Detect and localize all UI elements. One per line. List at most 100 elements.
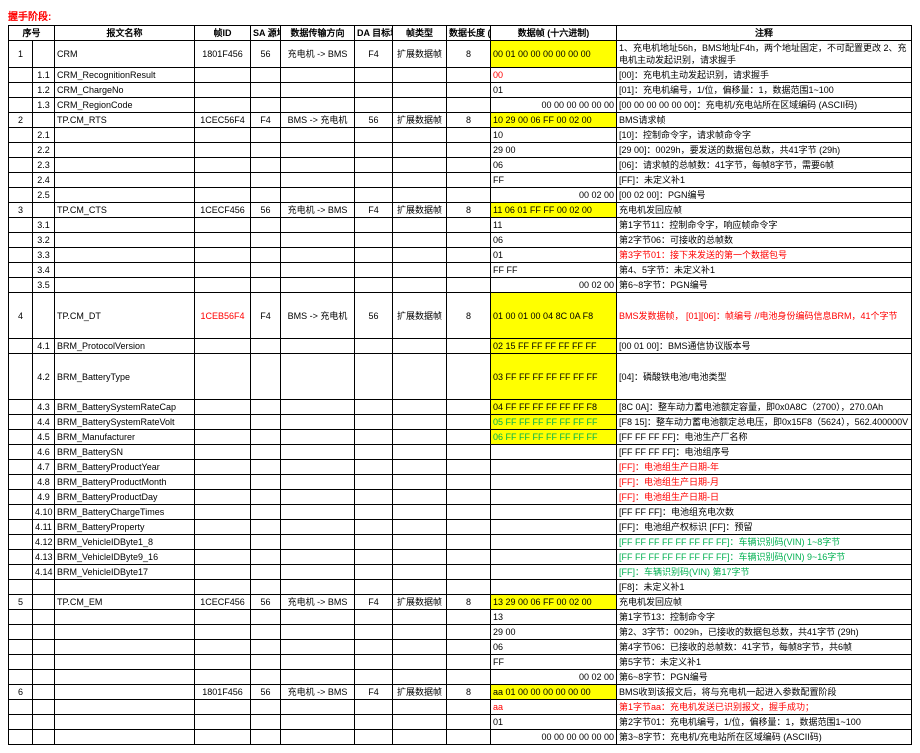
cell-note: 1、充电机地址56h，BMS地址F4h，两个地址固定，不可配置更改 2、充电机主…: [617, 41, 912, 68]
cell-hex: 10: [491, 128, 617, 143]
cell-sub: 4.2: [33, 354, 55, 400]
cell-sub: 3.3: [33, 248, 55, 263]
cell-sub: 3.4: [33, 263, 55, 278]
cell-da: [355, 505, 393, 520]
cell-len: [447, 715, 491, 730]
cell-name: [55, 143, 195, 158]
cell-ftype: [393, 550, 447, 565]
cell-seq: [9, 218, 33, 233]
table-row: 3.111第1字节11：控制命令字，响应帧命令字: [9, 218, 912, 233]
cell-sa: F4: [251, 293, 281, 339]
cell-note: [06]：请求帧的总帧数：41字节，每帧8字节，需要6帧: [617, 158, 912, 173]
cell-sub: 4.5: [33, 430, 55, 445]
cell-name: CRM_RecognitionResult: [55, 68, 195, 83]
cell-sub: [33, 715, 55, 730]
cell-seq: [9, 565, 33, 580]
cell-da: [355, 263, 393, 278]
cell-seq: [9, 535, 33, 550]
cell-fid: [195, 143, 251, 158]
cell-da: [355, 233, 393, 248]
cell-da: [355, 625, 393, 640]
cell-seq: [9, 173, 33, 188]
cell-hex: [491, 505, 617, 520]
cell-da: [355, 128, 393, 143]
cell-sa: [251, 565, 281, 580]
cell-name: BRM_ProtocolVersion: [55, 339, 195, 354]
cell-hex: aa 01 00 00 00 00 00 00: [491, 685, 617, 700]
table-row: aa第1字节aa：充电机发送已识别报文，握手成功；: [9, 700, 912, 715]
cell-name: BRM_BatteryType: [55, 354, 195, 400]
cell-hex: 02 15 FF FF FF FF FF FF: [491, 339, 617, 354]
table-row: 13第1字节13：控制命令字: [9, 610, 912, 625]
cell-hex: [491, 445, 617, 460]
cell-note: BMS发数据帧， [01][06]：帧编号 //电池身份编码信息BRM，41个字…: [617, 293, 912, 339]
cell-note: 第1字节aa：充电机发送已识别报文，握手成功；: [617, 700, 912, 715]
table-row: 4.4BRM_BatterySystemRateVolt05 FF FF FF …: [9, 415, 912, 430]
cell-name: TP.CM_CTS: [55, 203, 195, 218]
cell-sa: 56: [251, 203, 281, 218]
cell-len: [447, 475, 491, 490]
cell-ftype: [393, 565, 447, 580]
cell-fid: [195, 248, 251, 263]
hdr-len: 数据长度 (字节): [447, 26, 491, 41]
cell-seq: 6: [9, 685, 33, 700]
cell-name: [55, 580, 195, 595]
cell-note: 第6~8字节：PGN编号: [617, 278, 912, 293]
cell-note: BMS收到该报文后，将与充电机一起进入参数配置阶段: [617, 685, 912, 700]
cell-da: [355, 565, 393, 580]
cell-fid: [195, 460, 251, 475]
cell-seq: 1: [9, 41, 33, 68]
cell-sa: [251, 550, 281, 565]
cell-sa: [251, 263, 281, 278]
cell-hex: 06: [491, 640, 617, 655]
cell-ftype: [393, 430, 447, 445]
cell-seq: [9, 520, 33, 535]
cell-len: [447, 263, 491, 278]
cell-ftype: 扩展数据帧: [393, 113, 447, 128]
cell-da: 56: [355, 113, 393, 128]
cell-name: [55, 655, 195, 670]
cell-ftype: [393, 580, 447, 595]
cell-dir: [281, 670, 355, 685]
cell-fid: [195, 233, 251, 248]
table-row: 1.3CRM_RegionCode00 00 00 00 00 00[00 00…: [9, 98, 912, 113]
cell-da: [355, 143, 393, 158]
cell-note: [10]：控制命令字，请求帧命令字: [617, 128, 912, 143]
cell-dir: [281, 430, 355, 445]
cell-hex: [491, 580, 617, 595]
cell-sa: [251, 475, 281, 490]
cell-seq: [9, 505, 33, 520]
cell-da: [355, 68, 393, 83]
cell-len: [447, 625, 491, 640]
hdr-dir: 数据传输方向: [281, 26, 355, 41]
cell-fid: [195, 700, 251, 715]
cell-sa: [251, 520, 281, 535]
cell-dir: [281, 490, 355, 505]
cell-ftype: [393, 83, 447, 98]
cell-sa: [251, 445, 281, 460]
cell-seq: 4: [9, 293, 33, 339]
cell-dir: [281, 610, 355, 625]
cell-dir: BMS -> 充电机: [281, 113, 355, 128]
cell-ftype: [393, 715, 447, 730]
cell-name: BRM_BatteryProductDay: [55, 490, 195, 505]
cell-sa: [251, 400, 281, 415]
cell-len: [447, 415, 491, 430]
cell-name: CRM: [55, 41, 195, 68]
cell-fid: [195, 173, 251, 188]
cell-sub: [33, 670, 55, 685]
cell-ftype: [393, 278, 447, 293]
cell-da: [355, 415, 393, 430]
table-row: 1.2CRM_ChargeNo01[01]：充电机编号，1/位，偏移量：1，数据…: [9, 83, 912, 98]
cell-len: [447, 278, 491, 293]
cell-fid: [195, 400, 251, 415]
cell-ftype: [393, 233, 447, 248]
table-row: 4TP.CM_DT1CEB56F4F4BMS -> 充电机56扩展数据帧801 …: [9, 293, 912, 339]
cell-fid: [195, 640, 251, 655]
cell-dir: [281, 565, 355, 580]
cell-hex: [491, 520, 617, 535]
cell-da: F4: [355, 595, 393, 610]
cell-dir: [281, 173, 355, 188]
cell-ftype: [393, 339, 447, 354]
cell-hex: 05 FF FF FF FF FF FF FF: [491, 415, 617, 430]
